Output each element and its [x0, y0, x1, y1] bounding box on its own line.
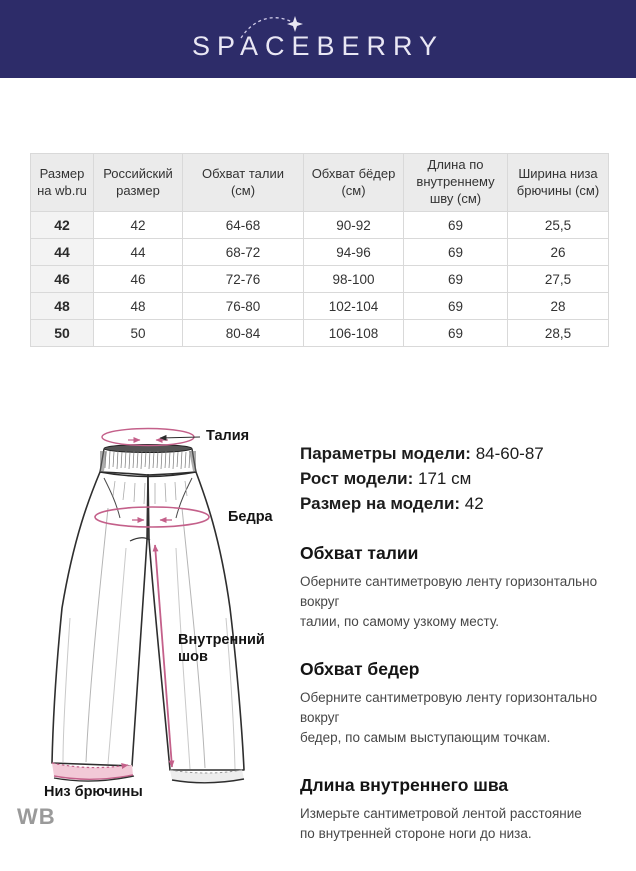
- table-cell: 68-72: [182, 238, 304, 266]
- model-info: Параметры модели: 84-60-87 Рост модели: …: [300, 441, 630, 516]
- table-header-row: Размер на wb.ru Российский размер Обхват т…: [30, 153, 609, 212]
- model-params-line: Параметры модели: 84-60-87: [300, 441, 630, 466]
- table-cell: 42: [30, 211, 94, 239]
- brand-logo: SPACEBERRY: [191, 15, 445, 61]
- column-header: Обхват талии (см): [182, 153, 304, 212]
- model-size-value: 42: [464, 494, 484, 513]
- table-cell: 50: [93, 319, 183, 347]
- guide-title: Обхват талии: [300, 543, 419, 563]
- hem-label: Низ брючины: [44, 784, 143, 800]
- column-header: Длина по внутреннему шву (см): [403, 153, 508, 212]
- column-header: Обхват бёдер (см): [303, 153, 404, 212]
- table-row: 50 50 80-84 106-108 69 28,5: [30, 319, 609, 347]
- table-cell: 64-68: [182, 211, 304, 239]
- measure-guide: Обхват талии Оберните сантиметровую лент…: [300, 543, 632, 871]
- size-table-wrap: Размер на wb.ru Российский размер Обхват т…: [30, 153, 609, 347]
- table-cell: 106-108: [303, 319, 404, 347]
- guide-title: Длина внутреннего шва: [300, 775, 509, 795]
- table-cell: 90-92: [303, 211, 404, 239]
- inseam-label: Внутренний шов: [178, 632, 265, 665]
- table-cell: 46: [93, 265, 183, 293]
- table-cell: 50: [30, 319, 94, 347]
- guide-text: Оберните сантиметровую ленту горизонталь…: [300, 690, 598, 745]
- table-cell: 69: [403, 238, 508, 266]
- table-cell: 48: [93, 292, 183, 320]
- table-cell: 44: [30, 238, 94, 266]
- guide-section-hips: Обхват бедер Оберните сантиметровую лент…: [300, 659, 632, 748]
- waist-label: Талия: [206, 428, 250, 444]
- table-cell: 69: [403, 292, 508, 320]
- column-header: Российский размер: [93, 153, 183, 212]
- table-cell: 42: [93, 211, 183, 239]
- table-cell: 98-100: [303, 265, 404, 293]
- guide-section-inseam: Длина внутреннего шва Измерьте сантиметр…: [300, 775, 632, 844]
- table-cell: 48: [30, 292, 94, 320]
- table-row: 48 48 76-80 102-104 69 28: [30, 292, 609, 320]
- pants-measurement-diagram: Талия Бедра Внутренний шов Низ брючины: [30, 418, 320, 818]
- table-cell: 28,5: [507, 319, 609, 347]
- table-row: 44 44 68-72 94-96 69 26: [30, 238, 609, 266]
- shooting-star-icon: [240, 15, 303, 38]
- table-cell: 76-80: [182, 292, 304, 320]
- brand-header: SPACEBERRY: [0, 0, 636, 78]
- wb-watermark: WB: [17, 804, 56, 829]
- table-cell: 25,5: [507, 211, 609, 239]
- column-header: Размер на wb.ru: [30, 153, 94, 212]
- guide-section-waist: Обхват талии Оберните сантиметровую лент…: [300, 543, 632, 632]
- model-size-line: Размер на модели: 42: [300, 491, 630, 516]
- model-params-label: Параметры модели:: [300, 444, 471, 463]
- table-cell: 102-104: [303, 292, 404, 320]
- column-header: Ширина низа брючины (см): [507, 153, 609, 212]
- table-cell: 27,5: [507, 265, 609, 293]
- table-cell: 44: [93, 238, 183, 266]
- guide-title: Обхват бедер: [300, 659, 420, 679]
- table-cell: 94-96: [303, 238, 404, 266]
- table-row: 46 46 72-76 98-100 69 27,5: [30, 265, 609, 293]
- brand-name: SPACEBERRY: [191, 30, 445, 61]
- table-cell: 46: [30, 265, 94, 293]
- size-table: Размер на wb.ru Российский размер Обхват т…: [30, 153, 609, 347]
- table-cell: 69: [403, 265, 508, 293]
- model-height-value: 171 см: [417, 469, 472, 488]
- table-row: 42 42 64-68 90-92 69 25,5: [30, 211, 609, 239]
- model-height-label: Рост модели:: [300, 469, 414, 488]
- table-cell: 80-84: [182, 319, 304, 347]
- guide-text: Оберните сантиметровую ленту горизонталь…: [300, 574, 598, 629]
- table-cell: 72-76: [182, 265, 304, 293]
- table-cell: 69: [403, 211, 508, 239]
- pants-drawing: [51, 427, 245, 784]
- table-cell: 26: [507, 238, 609, 266]
- hips-label: Бедра: [228, 509, 273, 525]
- table-cell: 69: [403, 319, 508, 347]
- model-height-line: Рост модели: 171 см: [300, 466, 630, 491]
- table-cell: 28: [507, 292, 609, 320]
- guide-text: Измерьте сантиметровой лентой расстояние…: [300, 806, 582, 841]
- model-size-label: Размер на модели:: [300, 494, 461, 513]
- model-params-value: 84-60-87: [475, 444, 544, 463]
